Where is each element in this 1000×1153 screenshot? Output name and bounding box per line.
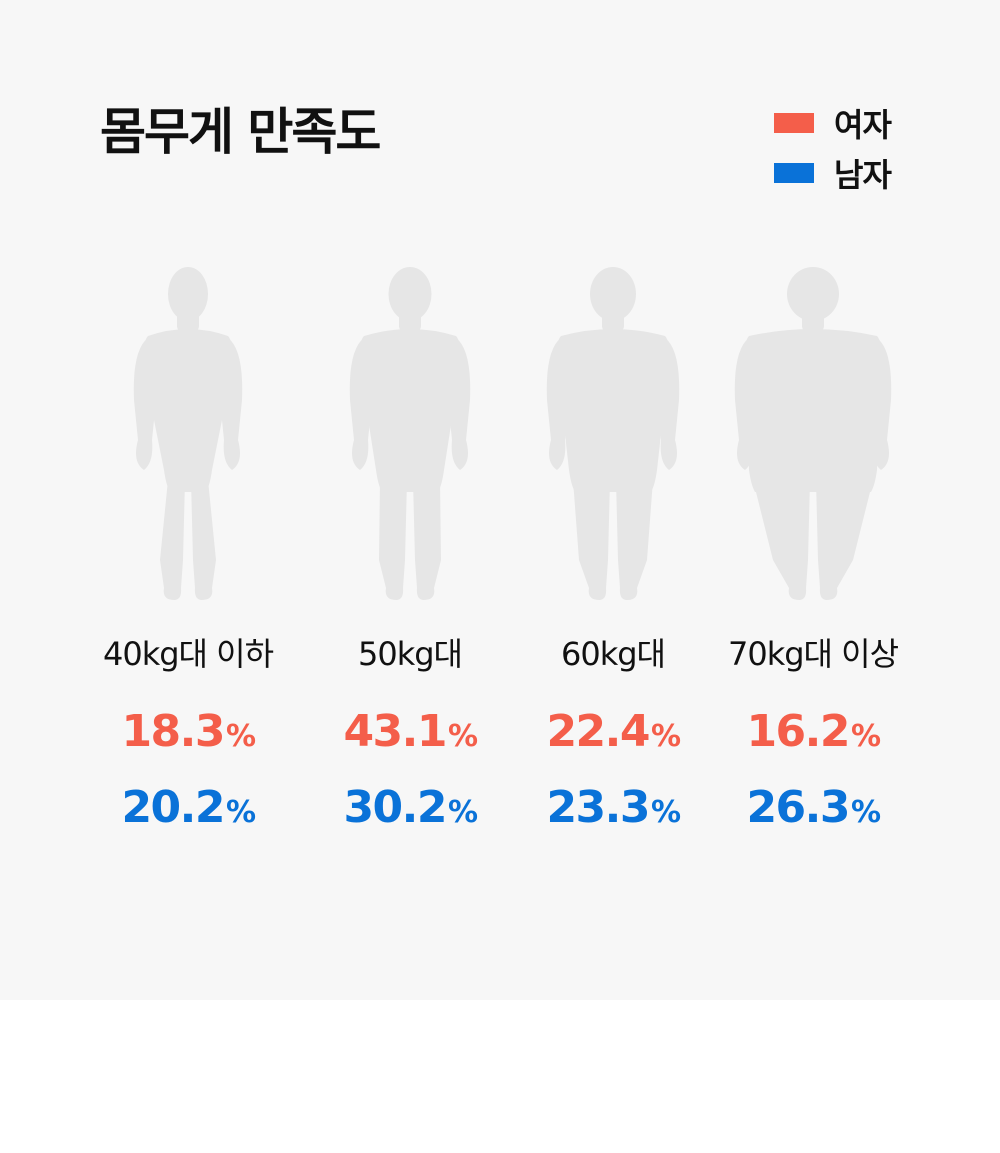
category-column: 40kg대 이하 18.3% 20.2%: [103, 267, 275, 833]
female-value-label: 18.3%: [121, 706, 256, 757]
male-value-label: 23.3%: [546, 782, 681, 833]
category-label: 60kg대: [561, 635, 665, 673]
female-value-label: 22.4%: [546, 706, 681, 757]
body-silhouette-icon: [734, 267, 892, 600]
legend-item-male: 남자: [774, 148, 892, 198]
chart-title: 몸무게 만족도: [100, 103, 381, 161]
body-silhouette-icon: [546, 267, 680, 600]
legend-swatch-female: [774, 113, 814, 133]
category-label: 40kg대 이하: [103, 635, 274, 673]
category-label: 50kg대: [358, 635, 462, 673]
category-column: 70kg대 이상 16.2% 26.3%: [728, 267, 900, 833]
legend-label-male: 남자: [834, 156, 892, 194]
category-label: 70kg대 이상: [728, 635, 899, 673]
weight-satisfaction-chart: 40kg대 이하 18.3% 20.2% 50kg대 43.1% 30.2% 60kg대 22…: [103, 267, 900, 833]
female-value-label: 43.1%: [343, 706, 478, 757]
category-column: 50kg대 43.1% 30.2%: [343, 267, 480, 833]
legend-item-female: 여자: [774, 98, 892, 148]
legend-swatch-male: [774, 163, 814, 183]
male-value-label: 30.2%: [343, 782, 478, 833]
legend: 여자 남자: [774, 98, 892, 198]
category-column: 60kg대 22.4% 23.3%: [546, 267, 683, 833]
body-silhouette-icon: [133, 267, 243, 600]
male-value-label: 26.3%: [746, 782, 881, 833]
female-value-label: 16.2%: [746, 706, 881, 757]
body-silhouette-icon: [349, 267, 471, 600]
legend-label-female: 여자: [834, 106, 892, 144]
male-value-label: 20.2%: [121, 782, 256, 833]
